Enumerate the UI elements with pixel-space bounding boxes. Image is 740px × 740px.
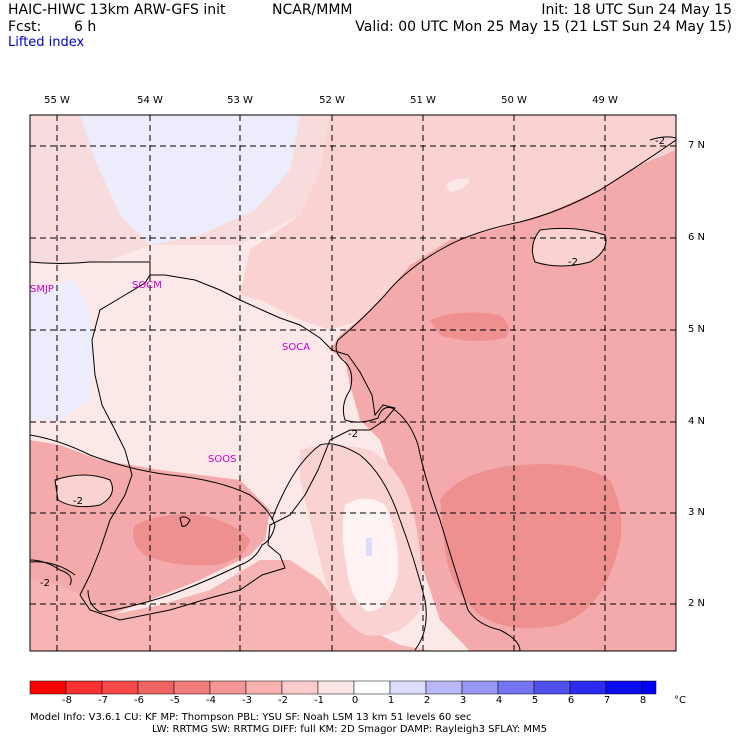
map-frame bbox=[29, 114, 677, 652]
lon-label-51w: 51 W bbox=[410, 95, 436, 106]
lat-label-2n: 2 N bbox=[688, 598, 706, 609]
plot-title: HAIC-HIWC 13km ARW-GFS init bbox=[8, 2, 226, 18]
station-label-socm: SOCM bbox=[132, 280, 162, 291]
colorbar-label: -1 bbox=[314, 695, 324, 706]
colorbar bbox=[29, 680, 657, 695]
colorbar-label: -5 bbox=[170, 695, 180, 706]
lat-label-5n: 5 N bbox=[688, 324, 706, 335]
colorbar-label: 1 bbox=[387, 695, 395, 706]
colorbar-swatch bbox=[605, 680, 643, 695]
field-medium-sw bbox=[30, 560, 430, 651]
colorbar-swatch bbox=[29, 680, 67, 695]
colorbar-label: 2 bbox=[423, 695, 431, 706]
field-blue-spot bbox=[366, 538, 372, 556]
lat-label-6n: 6 N bbox=[688, 232, 706, 243]
colorbar-label: -2 bbox=[278, 695, 288, 706]
field-deep-west bbox=[132, 514, 250, 566]
colorbar-swatch bbox=[641, 680, 657, 695]
colorbar-swatch bbox=[245, 680, 283, 695]
field-sw-pocket bbox=[55, 475, 113, 507]
field-blue-north bbox=[80, 115, 300, 245]
field-name: Lifted index bbox=[8, 35, 85, 50]
field-deep-coast bbox=[430, 312, 509, 341]
colorbar-label: 0 bbox=[351, 695, 359, 706]
shaded-field bbox=[30, 115, 676, 651]
valid-time: Valid: 00 UTC Mon 25 May 15 (21 LST Sun … bbox=[355, 19, 732, 35]
station-label-soos: SOOS bbox=[208, 454, 236, 465]
init-time: Init: 18 UTC Sun 24 May 15 bbox=[541, 2, 732, 18]
colorbar-swatch bbox=[317, 680, 355, 695]
graticule bbox=[30, 115, 676, 651]
contour-label: -2 bbox=[655, 136, 665, 147]
lon-label-52w: 52 W bbox=[319, 95, 345, 106]
colorbar-label: -8 bbox=[62, 695, 72, 706]
model-info-line1: Model Info: V3.6.1 CU: KF MP: Thompson P… bbox=[30, 712, 472, 723]
contour-lines bbox=[30, 136, 676, 651]
lat-label-4n: 4 N bbox=[688, 416, 706, 427]
lon-label-55w: 55 W bbox=[44, 95, 70, 106]
colorbar-label: 6 bbox=[567, 695, 575, 706]
colorbar-label: 4 bbox=[495, 695, 503, 706]
colorbar-swatch bbox=[425, 680, 463, 695]
station-label-soca: SOCA bbox=[282, 342, 310, 353]
lon-label-50w: 50 W bbox=[501, 95, 527, 106]
colorbar-label: -6 bbox=[134, 695, 144, 706]
colorbar-swatch bbox=[353, 680, 391, 695]
lon-label-53w: 53 W bbox=[227, 95, 253, 106]
lon-label-54w: 54 W bbox=[137, 95, 163, 106]
colorbar-label: 5 bbox=[531, 695, 539, 706]
org-label: NCAR/MMM bbox=[272, 2, 353, 18]
colorbar-swatch bbox=[137, 680, 175, 695]
colorbar-label: 8 bbox=[639, 695, 647, 706]
contour-label: -2 bbox=[348, 429, 358, 440]
contour-label: -2 bbox=[40, 578, 50, 589]
colorbar-swatch bbox=[497, 680, 535, 695]
contour-label: -2 bbox=[73, 496, 83, 507]
lon-label-49w: 49 W bbox=[592, 95, 618, 106]
colorbar-unit: °C bbox=[674, 695, 686, 706]
colorbar-label: -4 bbox=[206, 695, 216, 706]
station-label-smjp: SMJP bbox=[30, 284, 54, 295]
model-info-line2: LW: RRTMG SW: RRTMG DIFF: full KM: 2D Sm… bbox=[152, 724, 548, 735]
lat-label-7n: 7 N bbox=[688, 140, 706, 151]
fcst-label: Fcst: bbox=[8, 19, 42, 35]
colorbar-swatch bbox=[389, 680, 427, 695]
colorbar-swatch bbox=[461, 680, 499, 695]
fcst-value: 6 h bbox=[74, 19, 97, 35]
colorbar-label: -7 bbox=[98, 695, 108, 706]
contour-label: -2 bbox=[568, 257, 578, 268]
colorbar-swatch bbox=[533, 680, 571, 695]
colorbar-swatch bbox=[281, 680, 319, 695]
colorbar-swatch bbox=[101, 680, 139, 695]
field-blue-west bbox=[30, 280, 95, 420]
colorbar-label: 3 bbox=[459, 695, 467, 706]
colorbar-label: -3 bbox=[242, 695, 252, 706]
country-borders bbox=[30, 261, 396, 621]
colorbar-swatch bbox=[569, 680, 607, 695]
field-pale-spot bbox=[445, 178, 470, 192]
colorbar-label: 7 bbox=[603, 695, 611, 706]
field-deep-east bbox=[440, 464, 622, 629]
lat-label-3n: 3 N bbox=[688, 507, 706, 518]
field-light-ne bbox=[240, 115, 676, 330]
colorbar-swatch bbox=[173, 680, 211, 695]
colorbar-swatch bbox=[65, 680, 103, 695]
colorbar-swatch bbox=[209, 680, 247, 695]
